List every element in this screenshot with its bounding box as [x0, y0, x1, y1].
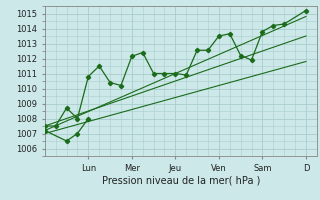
X-axis label: Pression niveau de la mer( hPa ): Pression niveau de la mer( hPa ) [102, 175, 260, 185]
